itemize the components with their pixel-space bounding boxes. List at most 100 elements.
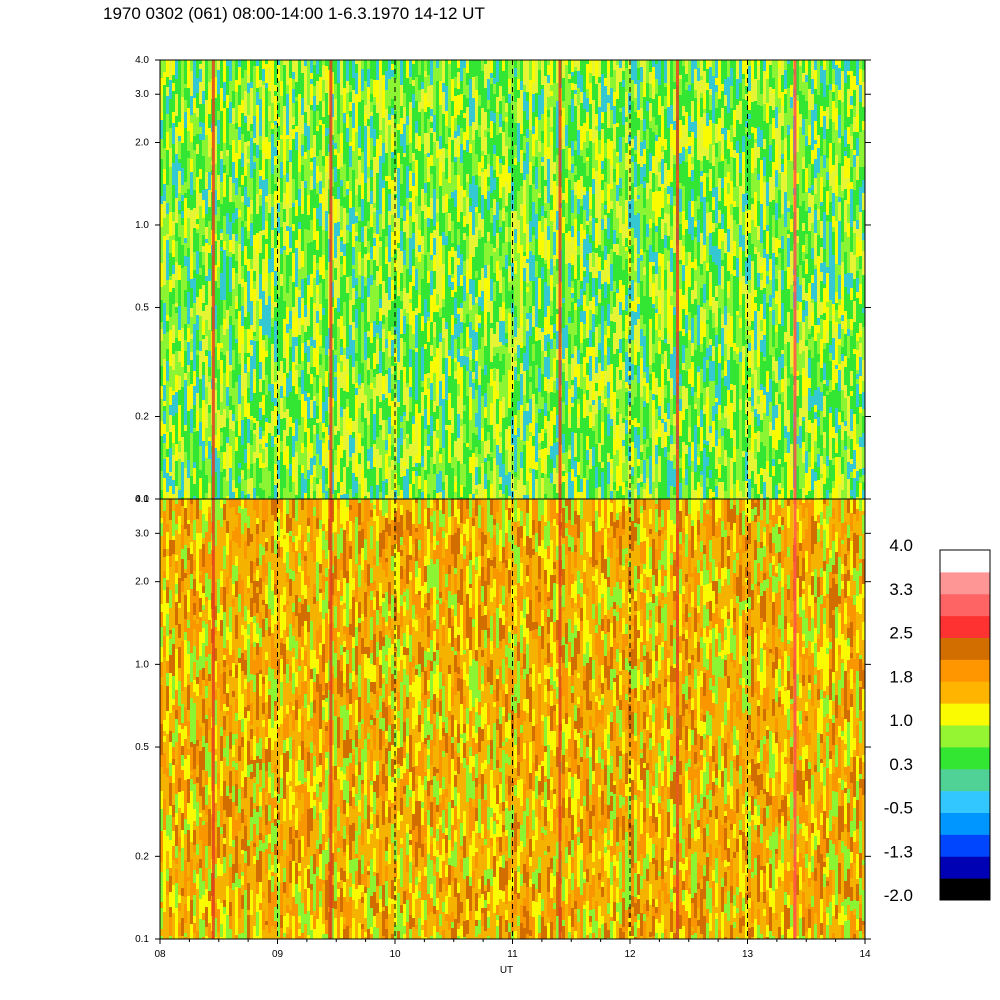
heatmap-cell: [160, 227, 163, 233]
heatmap-cell: [631, 156, 634, 162]
heatmap-cell: [244, 463, 247, 480]
heatmap-cell: [202, 482, 205, 497]
heatmap-cell: [235, 100, 238, 123]
heatmap-cell: [610, 77, 613, 88]
heatmap-cell: [577, 364, 580, 387]
heatmap-cell: [499, 453, 502, 477]
heatmap-cell: [406, 78, 409, 87]
heatmap-cell: [331, 245, 334, 260]
heatmap-cell: [547, 357, 550, 379]
heatmap-cell: [592, 218, 595, 241]
heatmap-cell: [322, 134, 325, 151]
heatmap-cell: [337, 169, 340, 187]
heatmap-cell: [580, 472, 583, 479]
heatmap-cell: [607, 103, 610, 128]
heatmap-cell: [457, 308, 460, 314]
heatmap-cell: [571, 281, 574, 288]
heatmap-cell: [526, 120, 529, 129]
heatmap-cell: [577, 130, 580, 155]
heatmap-cell: [529, 111, 532, 130]
heatmap-cell: [289, 158, 292, 162]
heatmap-cell: [457, 125, 460, 136]
heatmap-cell: [226, 66, 229, 71]
heatmap-cell: [637, 110, 640, 118]
heatmap-cell: [562, 482, 565, 499]
heatmap-cell: [226, 156, 229, 175]
heatmap-cell: [280, 419, 283, 441]
heatmap-cell: [223, 415, 226, 427]
heatmap-cell: [598, 289, 601, 303]
heatmap-cell: [439, 285, 442, 308]
heatmap-cell: [199, 268, 202, 275]
heatmap-cell: [424, 255, 427, 280]
heatmap-cell: [367, 221, 370, 229]
heatmap-cell: [214, 126, 217, 139]
heatmap-cell: [247, 312, 250, 329]
heatmap-cell: [433, 357, 436, 373]
heatmap-cell: [634, 154, 637, 162]
heatmap-cell: [337, 153, 340, 169]
heatmap-cell: [361, 299, 364, 303]
heatmap-cell: [226, 270, 229, 289]
heatmap-cell: [298, 94, 301, 112]
heatmap-cell: [172, 185, 175, 205]
heatmap-cell: [187, 411, 190, 435]
heatmap-cell: [343, 244, 346, 256]
heatmap-cell: [382, 420, 385, 440]
heatmap-cell: [553, 443, 556, 459]
heatmap-cell: [481, 108, 484, 130]
heatmap-cell: [562, 252, 565, 256]
heatmap-cell: [523, 461, 526, 485]
heatmap-cell: [493, 264, 496, 273]
heatmap-cell: [295, 101, 298, 126]
heatmap-cell: [175, 133, 178, 154]
heatmap-cell: [394, 271, 397, 293]
heatmap-cell: [274, 121, 277, 125]
heatmap-cell: [631, 162, 634, 183]
heatmap-cell: [523, 111, 526, 136]
heatmap-cell: [550, 107, 553, 127]
heatmap-cell: [466, 443, 469, 447]
heatmap-cell: [514, 317, 517, 337]
heatmap-cell: [469, 255, 472, 279]
heatmap-cell: [490, 208, 493, 223]
heatmap-cell: [322, 334, 325, 348]
heatmap-cell: [388, 120, 391, 125]
heatmap-cell: [436, 271, 439, 294]
heatmap-cell: [190, 210, 193, 235]
heatmap-cell: [613, 478, 616, 482]
heatmap-cell: [358, 102, 361, 126]
heatmap-cell: [358, 126, 361, 148]
heatmap-cell: [622, 418, 625, 423]
heatmap-cell: [475, 495, 478, 499]
heatmap-cell: [280, 361, 283, 386]
heatmap-cell: [343, 164, 346, 175]
heatmap-cell: [490, 73, 493, 78]
heatmap-cell: [340, 327, 343, 339]
heatmap-cell: [349, 167, 352, 191]
heatmap-cell: [265, 395, 268, 418]
heatmap-cell: [523, 321, 526, 346]
heatmap-cell: [640, 74, 643, 82]
heatmap-cell: [484, 375, 487, 393]
heatmap-cell: [589, 494, 592, 499]
heatmap-cell: [346, 392, 349, 399]
heatmap-cell: [208, 413, 211, 437]
heatmap-cell: [532, 306, 535, 327]
heatmap-cell: [568, 351, 571, 364]
heatmap-cell: [595, 295, 598, 306]
heatmap-cell: [583, 295, 586, 311]
heatmap-cell: [214, 234, 217, 241]
heatmap-cell: [289, 186, 292, 208]
heatmap-cell: [244, 265, 247, 282]
heatmap-cell: [637, 297, 640, 304]
heatmap-cell: [514, 472, 517, 477]
heatmap-cell: [541, 157, 544, 162]
heatmap-cell: [442, 83, 445, 92]
heatmap-cell: [412, 60, 415, 64]
heatmap-cell: [466, 85, 469, 98]
heatmap-cell: [370, 447, 373, 469]
heatmap-cell: [604, 135, 607, 143]
heatmap-cell: [373, 157, 376, 178]
heatmap-cell: [418, 230, 421, 245]
